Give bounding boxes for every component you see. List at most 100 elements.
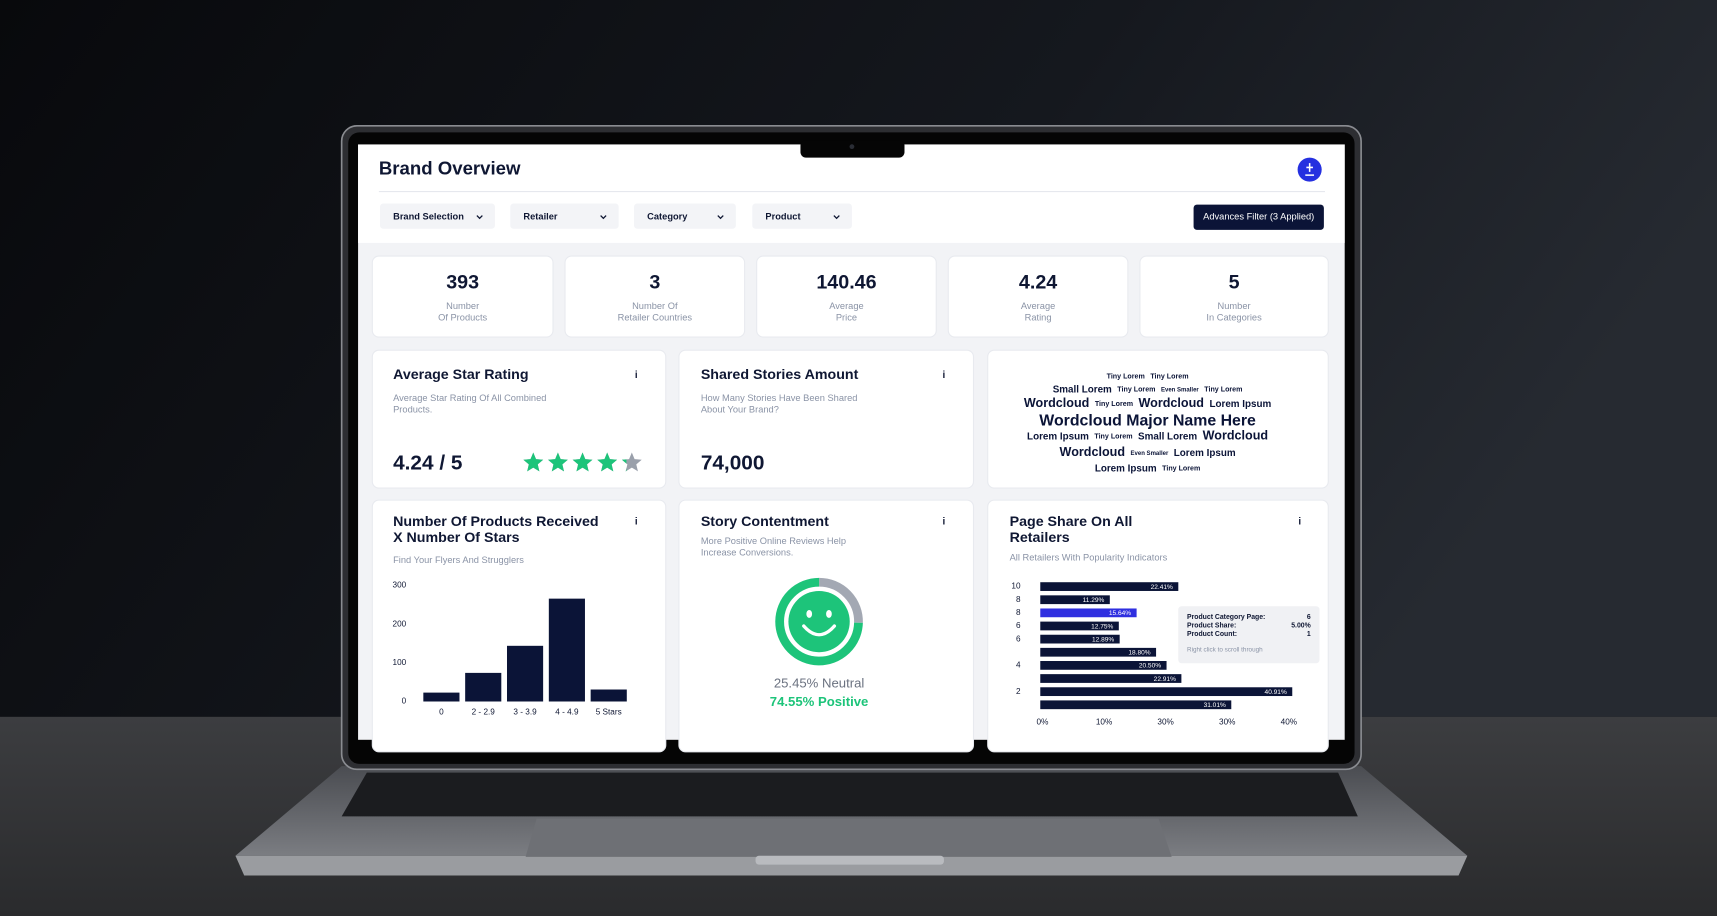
rating-star (523, 452, 544, 472)
filter-dropdown[interactable] (510, 203, 619, 229)
y-tick-label: 6 (1016, 621, 1021, 630)
bar (548, 598, 585, 702)
advanced-filter-label: Advances Filter (3 Applied) (1203, 212, 1314, 222)
card-title: Page Share On All (1010, 514, 1133, 530)
bar (590, 689, 627, 702)
chevron (476, 215, 483, 220)
wordcloud-word: Wordcloud (1139, 396, 1204, 410)
bar (1040, 608, 1137, 618)
bar (1040, 621, 1119, 631)
wordcloud-word: Small Lorem (1053, 384, 1112, 395)
bar (1040, 647, 1157, 657)
card-title: Retailers (1010, 530, 1070, 546)
x-tick-label: 10% (1096, 717, 1112, 726)
wordcloud-line: Lorem Ipsum Tiny Lorem (1095, 463, 1201, 474)
y-tick-label: 4 (1016, 661, 1021, 670)
filter-label: Retailer (523, 212, 557, 222)
x-tick-label: 5 Stars (596, 708, 622, 717)
bar-value-label: 18.80% (1128, 650, 1150, 657)
smiley-mouth (802, 624, 837, 637)
tooltip-value: 1 (1307, 631, 1311, 638)
info-icon: i (943, 517, 946, 528)
wordcloud-word: Lorem Ipsum (1209, 398, 1271, 409)
y-tick-label: 8 (1016, 608, 1021, 617)
y-tick-label: 300 (393, 581, 407, 590)
info-icon: i (635, 517, 638, 528)
star-filled (572, 452, 593, 472)
bar-value-label: 20.50% (1139, 663, 1161, 670)
wordcloud-word: Lorem Ipsum (1174, 448, 1236, 459)
wordcloud-word: Tiny Lorem (1095, 400, 1133, 408)
card (371, 349, 667, 489)
info-icon: i (1298, 517, 1301, 528)
rating-star (572, 452, 593, 472)
kpi-label: Number (446, 301, 479, 311)
kpi-label: Price (836, 312, 857, 322)
laptop-edge (235, 855, 1468, 876)
chevron (833, 215, 840, 220)
kpi-card (947, 255, 1129, 338)
card-subtitle: Average Star Rating Of All Combined (393, 393, 546, 403)
wordcloud-word: Tiny Lorem (1094, 433, 1132, 441)
bar (1040, 634, 1120, 644)
info-icon: i (635, 370, 638, 381)
star-filled (597, 452, 618, 472)
wordcloud-word: Lorem Ipsum (1027, 431, 1089, 442)
wordcloud-word: Lorem Ipsum (1095, 463, 1157, 474)
filter-dropdown[interactable] (752, 203, 852, 229)
card (678, 349, 975, 489)
bar (1040, 595, 1110, 605)
bar (1040, 661, 1167, 670)
wordcloud-word: Wordcloud (1024, 396, 1089, 410)
star-empty (621, 452, 642, 472)
x-tick-label: 0 (439, 708, 444, 717)
kpi-label: Average (829, 301, 863, 311)
kpi-label: Number (1218, 301, 1251, 311)
bar-value-label: 11.29% (1083, 597, 1105, 604)
advanced-filter-button[interactable] (1193, 204, 1324, 230)
card-subtitle: Products. (393, 404, 432, 414)
kpi-label: Rating (1025, 312, 1052, 322)
wordcloud-word: Wordcloud (1203, 429, 1268, 443)
filter-dropdown[interactable] (634, 203, 736, 229)
card (371, 499, 667, 753)
bar-value-label: 22.41% (1151, 584, 1173, 591)
x-tick-label: 40% (1281, 717, 1297, 726)
wordcloud-line: Lorem Ipsum Tiny Lorem Small Lorem Wordclou… (1027, 429, 1268, 443)
star-filled (548, 452, 568, 472)
kpi-value: 5 (1229, 272, 1240, 294)
wordcloud-line: Wordcloud Tiny Lorem Wordcloud Lorem Ipsum (1024, 396, 1272, 410)
kpi-card (564, 255, 746, 338)
card-title: Average Star Rating (393, 367, 528, 383)
card (987, 349, 1329, 489)
rating-star (621, 452, 642, 472)
filter-label: Category (647, 212, 688, 222)
card-subtitle: Increase Conversions. (701, 548, 794, 558)
smiley-face (788, 590, 850, 653)
rating-star (548, 452, 568, 472)
star-filled (621, 459, 627, 472)
bar (1040, 582, 1179, 591)
kpi-card (371, 255, 554, 338)
bar (506, 645, 544, 702)
card-subtitle: All Retailers With Popularity Indicators (1010, 553, 1168, 563)
tooltip-hint: Right click to scroll through (1187, 647, 1263, 654)
bar-value-label: 31.01% (1204, 702, 1226, 709)
wordcloud-word: Tiny Lorem (1117, 385, 1155, 393)
star-filled (523, 452, 544, 472)
card-title: Story Contentment (701, 514, 829, 530)
kpi-label: Retailer Countries (618, 312, 693, 322)
chevron (600, 215, 607, 220)
card-subtitle: More Positive Online Reviews Help (701, 536, 846, 546)
card-title: X Number Of Stars (393, 530, 520, 546)
wordcloud-line: Tiny Lorem Tiny Lorem (1107, 372, 1189, 380)
tooltip-key: Product Category Page: (1187, 614, 1265, 621)
positive-label: 74.55% Positive (770, 694, 869, 709)
smiley-eye (806, 610, 813, 618)
card-title: Number Of Products Received (393, 514, 598, 530)
x-tick-label: 0% (1037, 717, 1049, 726)
filter-dropdown[interactable] (379, 203, 495, 229)
camera (849, 144, 855, 150)
